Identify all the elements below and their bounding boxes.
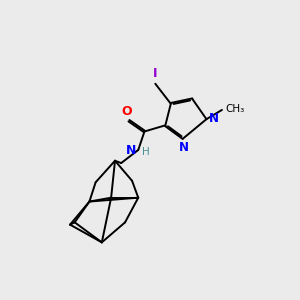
Text: O: O [121,105,132,118]
Text: N: N [179,142,189,154]
Text: N: N [126,144,136,157]
Text: I: I [153,67,158,80]
Text: N: N [209,112,219,125]
Text: H: H [142,147,150,157]
Text: CH₃: CH₃ [226,104,245,114]
